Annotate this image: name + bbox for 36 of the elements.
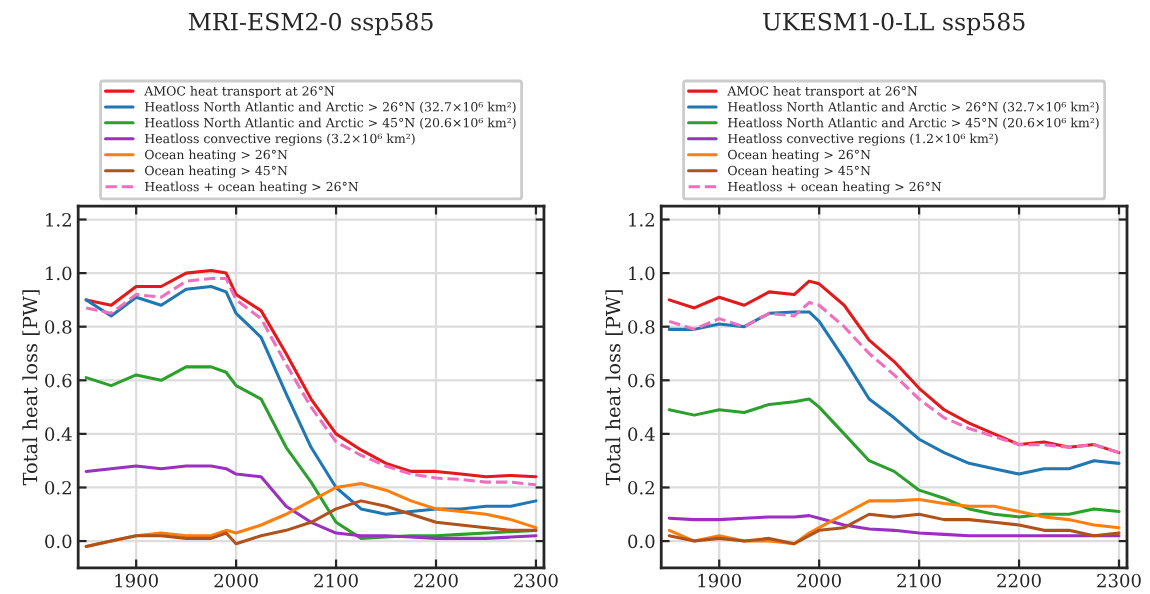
- y-tick-label: 1.2: [46, 212, 71, 227]
- line-series: [84, 284, 538, 516]
- line-series: [667, 512, 1121, 546]
- y-tick-label: 0.4: [45, 427, 72, 441]
- y-tick-label: 0.0: [628, 534, 655, 549]
- x-tick-label: 2200: [414, 573, 458, 588]
- x-tick-label: 2300: [514, 573, 558, 588]
- line-series: [667, 310, 1121, 476]
- y-axis-title: Total heat loss [PW]: [605, 290, 623, 486]
- y-tick-label: 1.0: [629, 266, 655, 281]
- y-tick-label: 0.8: [628, 320, 655, 334]
- y-tick-label: 0.2: [628, 480, 654, 495]
- x-tick-label: 2300: [1097, 573, 1141, 588]
- x-tick-label: 2100: [897, 573, 941, 588]
- x-tick-label: 2000: [214, 573, 258, 588]
- y-tick-label: 0.0: [45, 534, 72, 549]
- y-tick-label: 0.2: [45, 480, 71, 495]
- chart-title: UKESM1-0-LL ssp585: [763, 12, 1025, 36]
- y-tick-label: 0.4: [628, 427, 655, 441]
- x-tick-label: 2000: [797, 573, 841, 588]
- y-axis-title: Total heat loss [PW]: [22, 290, 40, 486]
- y-tick-label: 0.6: [628, 373, 655, 388]
- line-series: [667, 397, 1121, 519]
- line-series: [84, 464, 538, 540]
- line-series: [84, 499, 538, 548]
- x-tick-label: 1900: [698, 573, 741, 588]
- line-series: [667, 498, 1121, 546]
- x-tick-label: 2100: [314, 573, 358, 588]
- y-tick-label: 0.6: [45, 373, 72, 388]
- y-tick-label: 1.2: [629, 212, 654, 227]
- x-tick-label: 2200: [997, 573, 1041, 588]
- line-series: [667, 514, 1121, 538]
- chart-title: MRI-ESM2-0 ssp585: [188, 12, 433, 36]
- y-tick-label: 0.8: [45, 320, 72, 334]
- y-tick-label: 1.0: [46, 266, 72, 281]
- x-tick-label: 1900: [115, 573, 158, 588]
